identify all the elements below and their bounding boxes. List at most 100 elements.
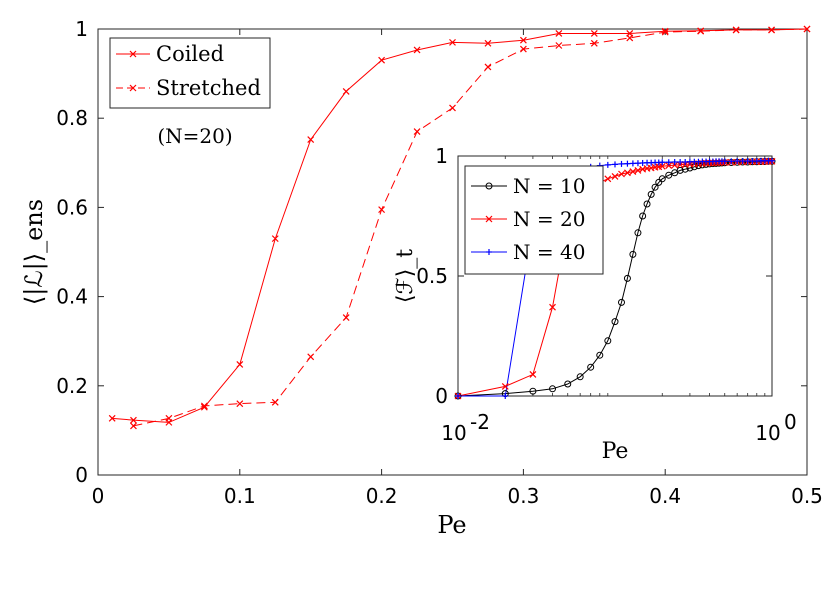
main-marker-coiled-10-stroke-b [449, 38, 456, 46]
inset-marker-n10-17-ring [651, 183, 659, 191]
main-marker-stretched-15 [661, 28, 669, 36]
main-marker-coiled-5 [271, 235, 279, 243]
main-marker-coiled-16-stroke-b [661, 27, 669, 35]
main-marker-coiled-6 [307, 136, 315, 144]
inset-y-tick-label-0: 0 [435, 384, 448, 408]
inset-marker-n20-11-stroke-b [624, 169, 631, 177]
inset-y-tick-label-1: 0.5 [416, 264, 448, 288]
main-marker-stretched-8-stroke-b [413, 128, 421, 136]
main-x-tick-label-5: 0.5 [791, 484, 823, 508]
main-marker-stretched-1 [165, 414, 173, 422]
main-marker-stretched-1-stroke-b [165, 414, 173, 422]
main-marker-coiled-9 [413, 46, 421, 54]
inset-marker-n10-3-ring [549, 385, 557, 393]
main-marker-stretched-7-stroke-b [378, 206, 386, 214]
inset-marker-n20-1 [501, 382, 509, 390]
inset-marker-n10-5 [576, 373, 584, 381]
inset-marker-n20-8-stroke-b [604, 175, 612, 183]
main-legend-marker-stretched [129, 84, 137, 92]
inset-marker-n10-9-ring [611, 318, 619, 326]
inset-marker-n10-23-ring [681, 165, 689, 173]
inset-marker-n20-9-stroke-b [611, 172, 619, 180]
main-marker-stretched-6-stroke-b [342, 314, 350, 321]
inset-marker-n10-4 [564, 380, 572, 388]
main-marker-stretched-19 [803, 25, 811, 33]
inset-marker-n10-14-ring [639, 212, 647, 220]
main-marker-stretched-5 [307, 353, 315, 361]
inset-marker-n10-2-ring [529, 387, 537, 395]
inset-marker-n10-6-ring [587, 363, 595, 371]
inset-marker-n10-12 [629, 250, 637, 258]
main-legend-label-coiled: Coiled [156, 42, 224, 66]
main-marker-stretched-9-stroke-b [449, 104, 456, 112]
inset-marker-n40-36 [734, 158, 741, 165]
main-legend-box [109, 37, 271, 109]
inset-marker-n40-20 [665, 159, 672, 166]
main-marker-coiled-0-stroke-b [108, 414, 116, 422]
main-y-tick-label-2: 0.4 [56, 285, 88, 309]
main-marker-coiled-3-stroke-b [200, 403, 208, 411]
inset-y-axis-label: ⟨ℱ⟩_t [393, 249, 418, 303]
main-marker-coiled-5-stroke-b [271, 235, 279, 243]
inset-marker-n20-12-stroke-b [629, 168, 637, 176]
inset-marker-n40-21 [671, 159, 678, 165]
inset-marker-n10-22 [676, 166, 684, 174]
inset-marker-n10-13-ring [634, 229, 642, 237]
main-marker-stretched-9 [449, 104, 456, 112]
main-marker-coiled-11-stroke-b [484, 39, 492, 47]
main-y-tick-label-3: 0.6 [56, 195, 88, 219]
main-y-tick-label-5: 1 [75, 17, 88, 41]
main-marker-stretched-18-stroke-b [768, 26, 775, 34]
main-marker-stretched-13 [590, 39, 598, 47]
inset-marker-n20-8 [604, 175, 612, 183]
inset-marker-n10-17 [651, 183, 659, 191]
inset-marker-n20-1-stroke-b [501, 382, 509, 390]
inset-x-tick-label-1: 10 [755, 421, 780, 445]
main-marker-coiled-0 [108, 414, 116, 422]
main-marker-stretched-17 [732, 26, 740, 34]
inset-marker-n10-9 [611, 318, 619, 326]
inset-marker-n20-10 [618, 170, 625, 178]
main-marker-coiled-11 [484, 39, 492, 47]
inset-marker-n10-20-ring [665, 171, 673, 179]
inset-marker-n10-12-ring [629, 250, 637, 258]
inset-marker-n10-6 [587, 363, 595, 371]
main-marker-stretched-15-stroke-b [661, 28, 669, 36]
inset-marker-n10-15-ring [643, 200, 651, 208]
inset-marker-n20-19-stroke-b [658, 162, 666, 170]
inset-marker-n10-10 [617, 298, 625, 306]
main-marker-coiled-7-stroke-b [342, 88, 350, 95]
inset-marker-n40-1 [502, 393, 509, 399]
main-marker-coiled-9-stroke-b [413, 46, 421, 54]
inset-marker-n40-11 [624, 160, 631, 167]
inset-marker-n10-19 [658, 175, 666, 183]
inset-marker-n40-44 [769, 157, 775, 164]
main-marker-coiled-13-stroke-b [555, 30, 563, 37]
inset-marker-n20-19 [658, 162, 666, 170]
inset-marker-n10-10-ring [617, 298, 625, 306]
main-marker-coiled-4 [236, 360, 244, 368]
main-marker-stretched-3-stroke-b [236, 400, 244, 408]
inset-marker-n20-21-stroke-b [671, 161, 679, 169]
inset-marker-n20-9 [611, 172, 619, 180]
inset-legend-marker-n20-stroke-b [485, 215, 493, 223]
main-marker-stretched-2 [200, 402, 208, 410]
inset-axes: 10 -2 10 000.51 Pe ⟨ℱ⟩_t N = 10N = 20N = 40 [393, 144, 797, 464]
inset-legend: N = 10 N = 20 N = 40 [464, 165, 604, 275]
inset-marker-n10-5-ring [576, 373, 584, 381]
main-marker-stretched-12 [555, 42, 563, 49]
inset-marker-n10-18-ring [655, 178, 663, 186]
inset-marker-n20-2 [529, 370, 537, 378]
main-x-axis-label: Pe [437, 511, 466, 539]
inset-legend-entries: N = 10 N = 20 N = 40 [471, 174, 585, 264]
main-marker-stretched-19-stroke-b [803, 25, 811, 33]
main-marker-stretched-7 [378, 206, 386, 214]
main-marker-coiled-10 [449, 38, 456, 46]
inset-tick-labels: 10 -2 10 000.51 [416, 144, 797, 445]
main-marker-stretched-3 [236, 400, 244, 408]
main-y-axis-label: ⟨|ℒ|⟩_ens [20, 199, 49, 305]
main-marker-stretched-11-stroke-b [519, 45, 527, 53]
inset-marker-n40-22 [677, 159, 684, 165]
main-series-markers [108, 25, 811, 430]
